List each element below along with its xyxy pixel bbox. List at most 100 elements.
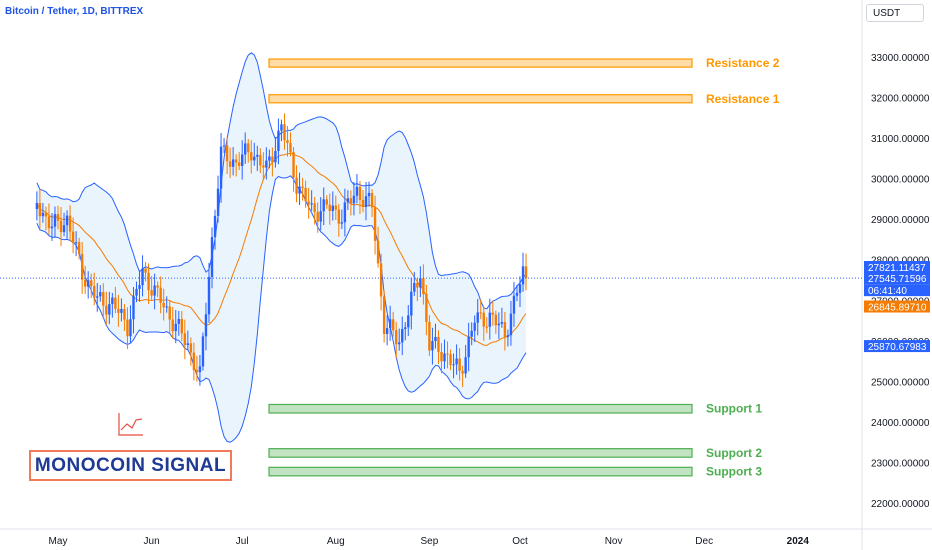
candle-body (476, 312, 479, 323)
candle-body (210, 237, 214, 277)
candle-body (68, 215, 72, 232)
moving-average-price-label-bg (864, 300, 930, 313)
support-label: Support 2 (706, 446, 762, 460)
candle-body (38, 202, 42, 217)
candle-body (253, 156, 256, 161)
candle-body (96, 296, 99, 298)
y-tick-label: 31000.00000 (871, 134, 930, 145)
candle-body (313, 203, 316, 212)
candle-body (201, 336, 205, 367)
candle-body (334, 205, 338, 210)
candle-body (322, 199, 325, 212)
candle-body (189, 343, 193, 353)
candle-body (388, 319, 392, 329)
candle-body (437, 336, 440, 352)
candle-body (304, 187, 307, 202)
symbol-title: Bitcoin / Tether, 1D, BITTREX (5, 6, 144, 17)
brand-banner: MONOCOIN SIGNAL (29, 450, 232, 481)
candle-body (65, 215, 69, 226)
candle-body (277, 130, 280, 151)
candle-body (77, 242, 81, 255)
resistance-label: Resistance 2 (706, 56, 780, 70)
candle-body (376, 240, 380, 264)
candle-body (373, 207, 377, 241)
candle-body (286, 140, 289, 143)
candle-body (240, 154, 244, 166)
candle-body (207, 276, 211, 315)
candle-body (301, 186, 304, 188)
candle-body (102, 292, 105, 306)
candle-body (292, 152, 295, 178)
candle-body (307, 201, 310, 205)
candle-body (401, 329, 404, 343)
candle-body (497, 323, 501, 326)
candle-body (509, 313, 513, 336)
candle-body (349, 198, 353, 204)
candle-body (467, 336, 470, 358)
candle-body (328, 204, 331, 212)
support-zone (268, 466, 693, 477)
candle-body (147, 272, 150, 291)
candle-body (319, 211, 322, 222)
candle-body (228, 161, 232, 167)
candle-body (244, 143, 247, 155)
currency-selector[interactable]: USDT (866, 4, 924, 22)
candle-body (138, 285, 141, 289)
candle-body (171, 319, 174, 332)
candle-body (506, 335, 510, 337)
candle-body (340, 222, 344, 224)
candle-body (413, 282, 416, 292)
support-zone (268, 403, 693, 414)
candle-body (93, 285, 96, 298)
moving-average-price-label: 26845.89710 (868, 303, 927, 314)
candle-body (379, 263, 383, 297)
candle-body (247, 143, 250, 153)
candle-body (515, 292, 519, 296)
candle-body (391, 319, 395, 331)
candle-body (192, 352, 196, 371)
candle-body (47, 216, 51, 229)
candle-body (367, 192, 371, 197)
x-tick-label: Jul (236, 536, 249, 547)
candle-body (195, 370, 199, 373)
candle-body (283, 124, 286, 141)
countdown-label: 06:41:40 (868, 286, 907, 297)
candle-body (425, 294, 428, 322)
candle-body (521, 266, 525, 285)
candle-body (443, 353, 446, 362)
candle-body (431, 341, 434, 351)
candle-body (114, 297, 117, 309)
candle-body (485, 326, 488, 328)
candle-body (41, 212, 45, 217)
candle-body (503, 322, 507, 337)
y-tick-label: 30000.00000 (871, 175, 930, 186)
candle-body (168, 306, 171, 320)
last-price-label: 27821.11437 (868, 263, 926, 274)
candle-body (355, 186, 359, 196)
candle-body (126, 319, 129, 337)
candle-body (428, 321, 431, 351)
candle-body (62, 225, 66, 233)
candle-body (262, 165, 265, 168)
x-tick-label: Jun (144, 536, 160, 547)
candle-body (35, 202, 39, 210)
y-tick-label: 32000.00000 (871, 94, 930, 105)
y-tick-label: 24000.00000 (871, 418, 930, 429)
candle-body (156, 285, 159, 288)
y-tick-label: 29000.00000 (871, 215, 930, 226)
x-tick-label: 2024 (787, 536, 810, 547)
x-tick-label: Nov (605, 536, 623, 547)
candle-body (219, 146, 223, 189)
candle-body (316, 211, 319, 222)
candle-body (440, 351, 443, 362)
candle-body (370, 192, 374, 208)
candle-body (361, 199, 365, 208)
candle-body (449, 354, 452, 365)
line-chart-icon-trend (120, 418, 143, 431)
candle-body (488, 312, 492, 327)
candle-body (132, 295, 135, 320)
candle-body (325, 199, 328, 205)
candle-body (59, 220, 63, 233)
candle-body (111, 297, 114, 304)
